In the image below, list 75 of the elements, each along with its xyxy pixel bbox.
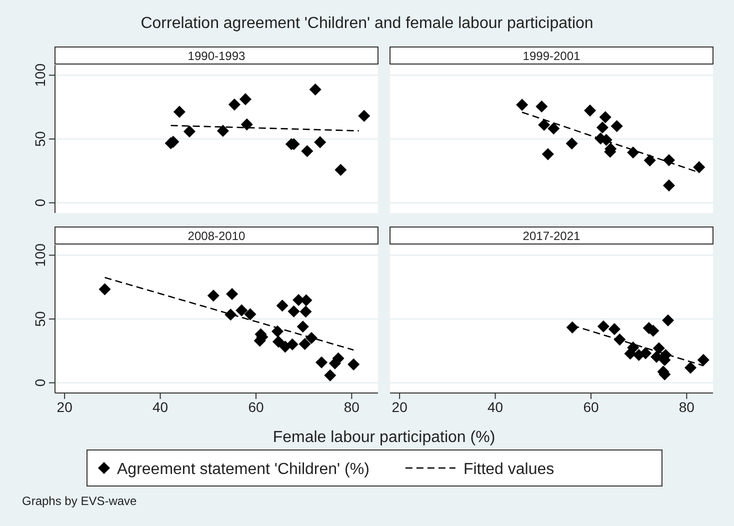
y-tick-label: 0	[32, 378, 48, 387]
x-axis-title: Female labour participation (%)	[272, 429, 496, 446]
point	[316, 356, 328, 368]
y-tick-label: 100	[32, 243, 48, 267]
point	[276, 300, 288, 312]
point	[173, 106, 186, 118]
point	[542, 148, 554, 160]
chart-subtitle: 2008-2010	[188, 229, 246, 243]
chart-title: Correlation agreement 'Children' and female labour participation	[140, 15, 594, 32]
point	[516, 98, 528, 111]
x-tick-label: 20	[392, 398, 408, 415]
point	[566, 321, 578, 334]
point	[610, 120, 623, 132]
point	[624, 348, 636, 360]
point	[239, 93, 252, 106]
point	[240, 118, 253, 130]
point	[272, 336, 284, 348]
point	[644, 154, 656, 166]
point	[334, 164, 347, 176]
y-tick-label: 100	[32, 63, 48, 87]
point	[296, 320, 309, 333]
point	[288, 305, 300, 318]
x-tick-label: 40	[152, 398, 168, 415]
point	[566, 137, 578, 150]
point	[536, 100, 548, 112]
point	[548, 122, 560, 135]
point	[348, 358, 360, 370]
point	[599, 111, 612, 124]
point	[627, 146, 640, 159]
point	[693, 161, 706, 174]
y-tick-label: 50	[32, 311, 48, 327]
point	[216, 124, 229, 137]
x-tick-label: 40	[487, 398, 504, 415]
point	[298, 338, 311, 350]
text: Graphs by EVS-wave	[22, 494, 138, 508]
legend-label: Agreement statement 'Children' (%)	[117, 461, 370, 478]
point	[324, 369, 336, 382]
x-tick-label: 80	[678, 398, 695, 415]
point	[228, 98, 240, 111]
x-tick-label: 60	[248, 398, 264, 415]
x-tick-label: 80	[344, 398, 360, 415]
point	[236, 304, 248, 316]
y-tick-label: 50	[32, 131, 48, 147]
chart-subtitle: 1999-2001	[522, 49, 581, 63]
chart-subtitle: 2017-2021	[522, 229, 581, 243]
point	[300, 306, 312, 318]
point	[584, 104, 596, 117]
point	[684, 362, 697, 374]
point	[314, 136, 326, 148]
point	[183, 125, 196, 138]
y-tick-label: 0	[32, 198, 48, 207]
point	[98, 283, 111, 296]
point	[597, 320, 610, 332]
x-tick-label: 60	[583, 398, 599, 415]
point	[608, 323, 620, 336]
point	[640, 347, 652, 360]
chart-subtitle: 1990-1993	[188, 49, 246, 63]
point	[332, 352, 344, 364]
point	[650, 350, 663, 363]
point	[286, 338, 298, 350]
point	[358, 110, 370, 122]
x-tick-label: 20	[56, 398, 73, 415]
point	[662, 179, 675, 192]
point	[226, 288, 238, 300]
point	[207, 290, 220, 302]
point	[662, 314, 674, 326]
point	[244, 308, 256, 320]
point	[697, 354, 710, 366]
point	[538, 118, 550, 131]
point	[305, 332, 318, 344]
legend-label: Fitted values	[463, 461, 554, 478]
point	[596, 121, 608, 134]
point	[301, 145, 314, 158]
point	[309, 83, 322, 96]
point	[662, 154, 675, 166]
